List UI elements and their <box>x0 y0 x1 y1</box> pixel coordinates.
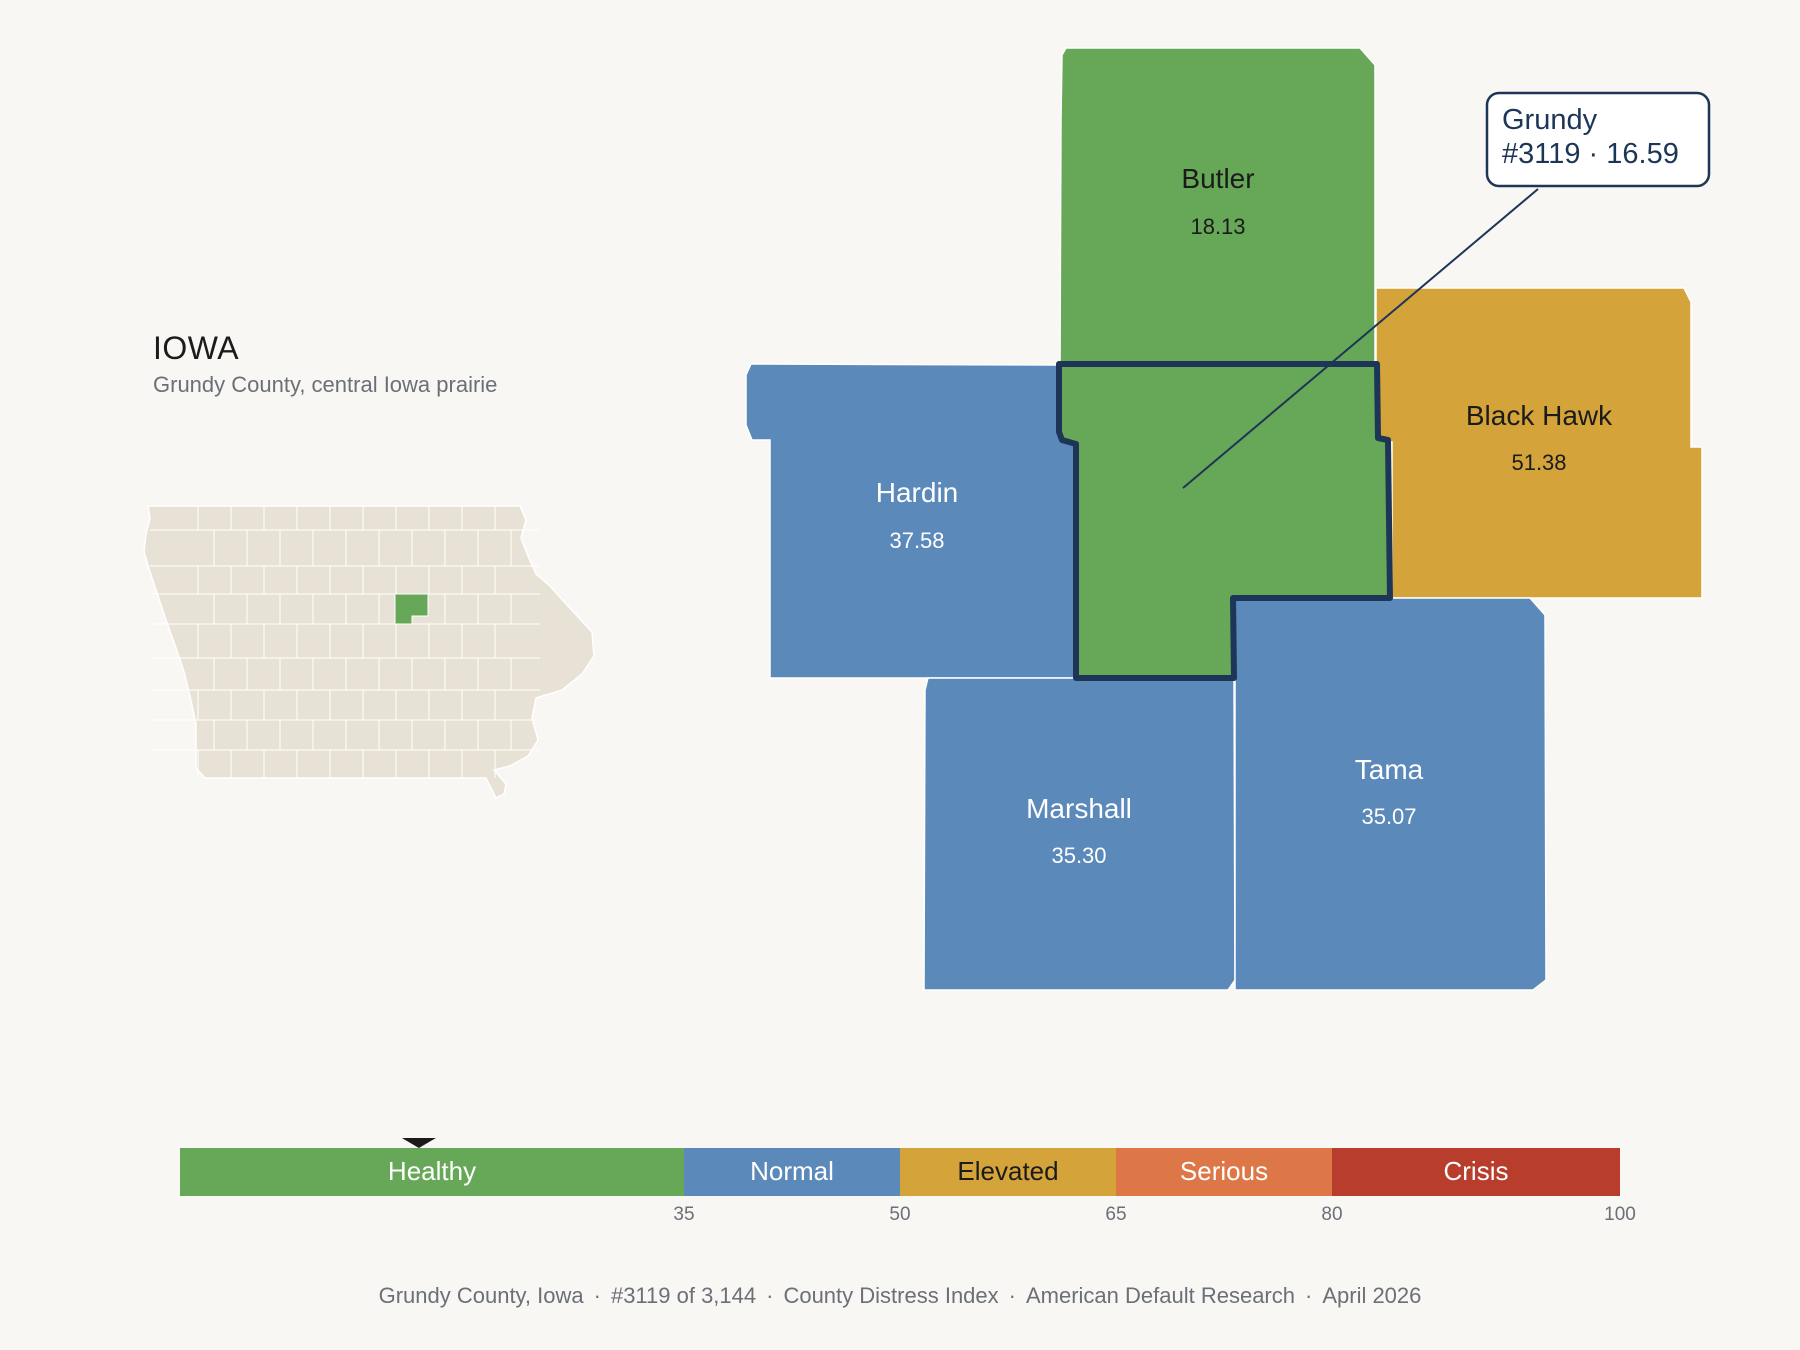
county-label-butler: Butler <box>1181 163 1254 194</box>
county-label-black-hawk: Black Hawk <box>1466 400 1613 431</box>
footer-date: April 2026 <box>1322 1283 1422 1308</box>
county-label-marshall: Marshall <box>1026 793 1132 824</box>
legend-tick-label: 35 <box>673 1204 694 1225</box>
legend-pointer-marker <box>401 1138 436 1148</box>
state-subtitle: Grundy County, central Iowa prairie <box>153 372 498 397</box>
callout-rank-score: #3119 · 16.59 <box>1502 138 1679 170</box>
county-label-tama: Tama <box>1355 754 1424 785</box>
legend-label-serious: Serious <box>1180 1156 1268 1186</box>
iowa-state-outline <box>143 505 595 800</box>
legend-label-healthy: Healthy <box>388 1156 476 1186</box>
county-grundy-focus[interactable] <box>1056 361 1393 681</box>
distress-legend: Healthy 35 Normal 50 Elevated 65 Serious 80 Cris… <box>180 1138 1636 1225</box>
legend-tick-label: 100 <box>1604 1204 1636 1225</box>
county-score-marshall: 35.30 <box>1051 843 1106 868</box>
legend-label-crisis: Crisis <box>1444 1156 1509 1186</box>
legend-segment-normal <box>684 1148 900 1196</box>
county-hardin[interactable] <box>745 363 1077 679</box>
callout-leader-line <box>1182 188 1539 489</box>
footer-index: County Distress Index <box>783 1283 999 1308</box>
legend-segment-crisis <box>1332 1148 1620 1196</box>
county-label-hardin: Hardin <box>876 477 958 508</box>
county-labels: Butler 18.13 Black Hawk 51.38 Hardin 37.… <box>876 163 1613 868</box>
callout-box <box>1485 91 1711 188</box>
callout-county-name: Grundy <box>1502 104 1598 136</box>
county-score-black-hawk: 51.38 <box>1511 450 1566 475</box>
inset-grundy-highlight <box>394 593 429 625</box>
legend-tick-label: 65 <box>1105 1204 1126 1225</box>
legend-label-normal: Normal <box>750 1156 834 1186</box>
footer-rank: #3119 of 3,144 <box>610 1283 757 1308</box>
legend-label-elevated: Elevated <box>957 1156 1058 1186</box>
iowa-county-grid <box>150 506 540 778</box>
county-marshall[interactable] <box>923 677 1236 991</box>
state-title: IOWA <box>153 330 240 366</box>
legend-tick-label: 50 <box>889 1204 910 1225</box>
county-black-hawk[interactable] <box>1375 287 1703 599</box>
footer-county: Grundy County, Iowa <box>378 1283 584 1308</box>
legend-tick-label: 80 <box>1321 1204 1342 1225</box>
county-tama[interactable] <box>1234 597 1547 991</box>
focus-callout: Grundy #3119 · 16.59 <box>1182 91 1711 489</box>
county-score-tama: 35.07 <box>1361 804 1416 829</box>
county-score-hardin: 37.58 <box>889 528 944 553</box>
county-score-butler: 18.13 <box>1190 214 1245 239</box>
legend-segment-serious <box>1116 1148 1332 1196</box>
legend-segment-elevated <box>900 1148 1116 1196</box>
county-butler[interactable] <box>1059 47 1376 369</box>
legend-segment-healthy <box>180 1148 684 1196</box>
footer-source: American Default Research <box>1025 1283 1295 1308</box>
footer: Grundy County, Iowa · #3119 of 3,144 · Count… <box>378 1283 1422 1308</box>
iowa-inset-map <box>143 505 595 800</box>
